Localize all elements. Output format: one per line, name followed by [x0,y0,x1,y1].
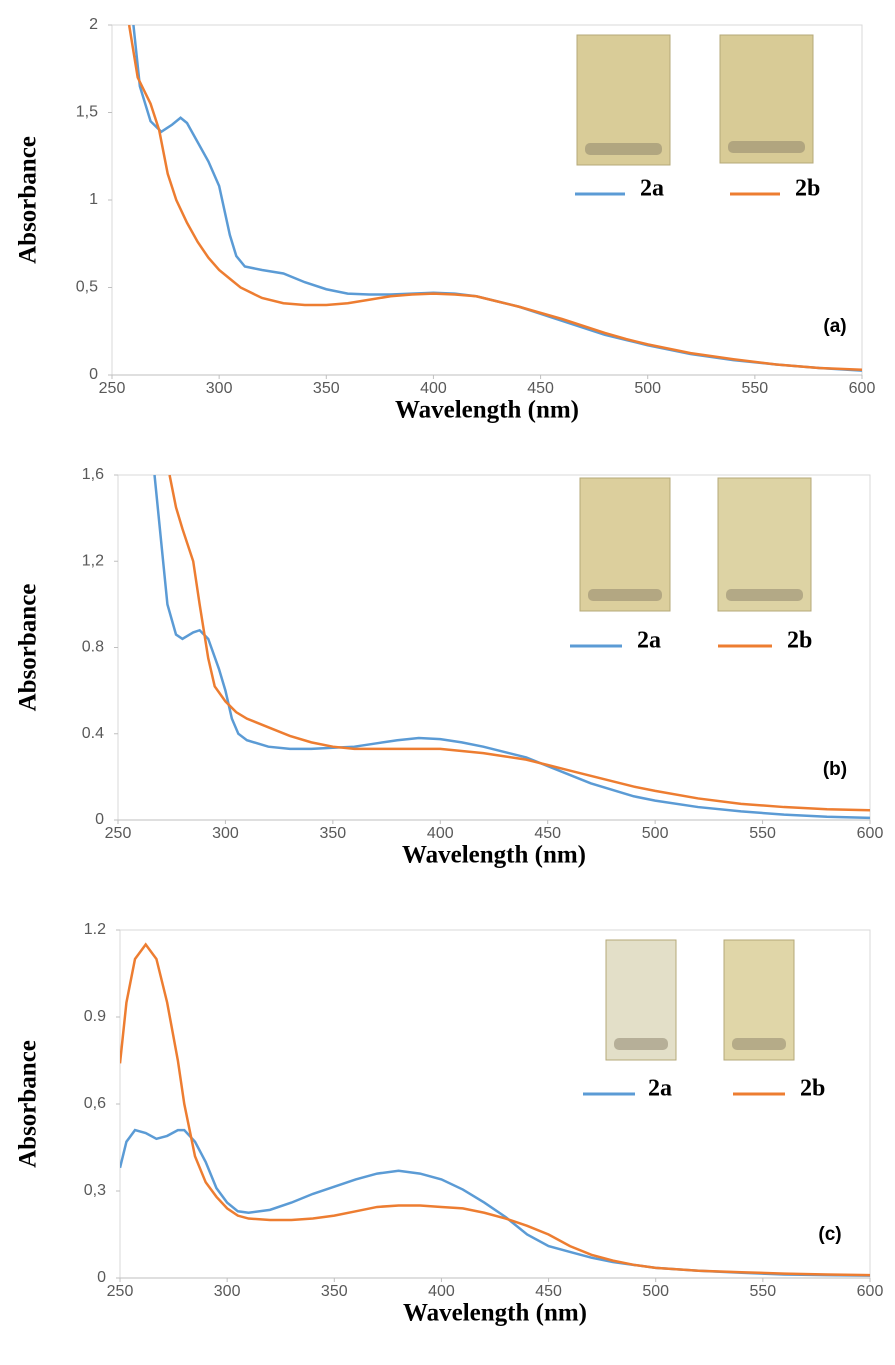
x-tick-label: 450 [534,825,561,842]
x-axis-title: Wavelength (nm) [395,397,579,424]
y-axis-title: Absorbance [15,1040,42,1168]
y-tick-label: 1,5 [76,104,98,121]
y-axis-title: Absorbance [15,136,42,264]
y-tick-label: 0 [95,811,104,828]
sample-photo-base [732,1038,786,1050]
y-tick-label: 0 [89,366,98,383]
x-tick-label: 300 [206,380,233,397]
x-tick-label: 600 [849,380,876,397]
sample-photo-base [614,1038,668,1050]
x-axis-title: Wavelength (nm) [403,1300,587,1327]
sample-photo [579,477,671,612]
x-tick-label: 350 [321,1283,348,1300]
x-tick-label: 350 [320,825,347,842]
y-tick-label: 1,6 [82,466,104,483]
legend-label: 2a [637,628,661,654]
legend-label: 2b [795,176,820,202]
x-tick-label: 450 [527,380,554,397]
data-line [153,475,870,820]
x-tick-label: 600 [857,825,884,842]
sample-photo-base [585,143,662,155]
x-tick-label: 600 [857,1283,884,1300]
sample-photo [717,477,812,612]
data-line [120,942,870,1277]
y-tick-label: 0,3 [84,1182,106,1199]
y-tick-label: 0.9 [84,1008,106,1025]
y-tick-label: 1.2 [84,921,106,938]
data-line [127,25,862,371]
panel-annotation: (b) [823,759,847,780]
y-tick-label: 0 [97,1269,106,1286]
data-line [168,475,870,812]
x-tick-label: 550 [742,380,769,397]
legend-label: 2a [640,176,664,202]
x-tick-label: 500 [634,380,661,397]
x-tick-label: 550 [749,825,776,842]
y-tick-label: 1,2 [82,552,104,569]
x-tick-label: 450 [535,1283,562,1300]
x-tick-label: 250 [105,825,132,842]
x-tick-label: 300 [212,825,239,842]
x-tick-label: 400 [428,1283,455,1300]
y-axis-title: Absorbance [15,584,42,712]
x-tick-label: 250 [99,380,126,397]
x-tick-label: 300 [214,1283,241,1300]
data-line [120,1128,870,1277]
sample-photo-base [726,589,803,601]
x-tick-label: 500 [642,1283,669,1300]
panel-annotation: (a) [823,316,846,337]
sample-photo-base [588,589,662,601]
legend-label: 2b [787,628,812,654]
y-tick-label: 1 [89,191,98,208]
x-tick-label: 550 [750,1283,777,1300]
y-tick-label: 2 [89,16,98,33]
x-tick-label: 250 [107,1283,134,1300]
x-tick-label: 350 [313,380,340,397]
y-tick-label: 0.8 [82,639,104,656]
y-tick-label: 0,6 [84,1095,106,1112]
x-tick-label: 500 [642,825,669,842]
legend-label: 2b [800,1076,825,1102]
x-axis-title: Wavelength (nm) [402,842,586,869]
y-tick-label: 0,5 [76,279,98,296]
x-tick-label: 400 [420,380,447,397]
panel-annotation: (c) [818,1224,841,1245]
legend-label: 2a [648,1076,672,1102]
sample-photo-base [728,141,805,153]
x-tick-label: 400 [427,825,454,842]
y-tick-label: 0.4 [82,725,104,742]
